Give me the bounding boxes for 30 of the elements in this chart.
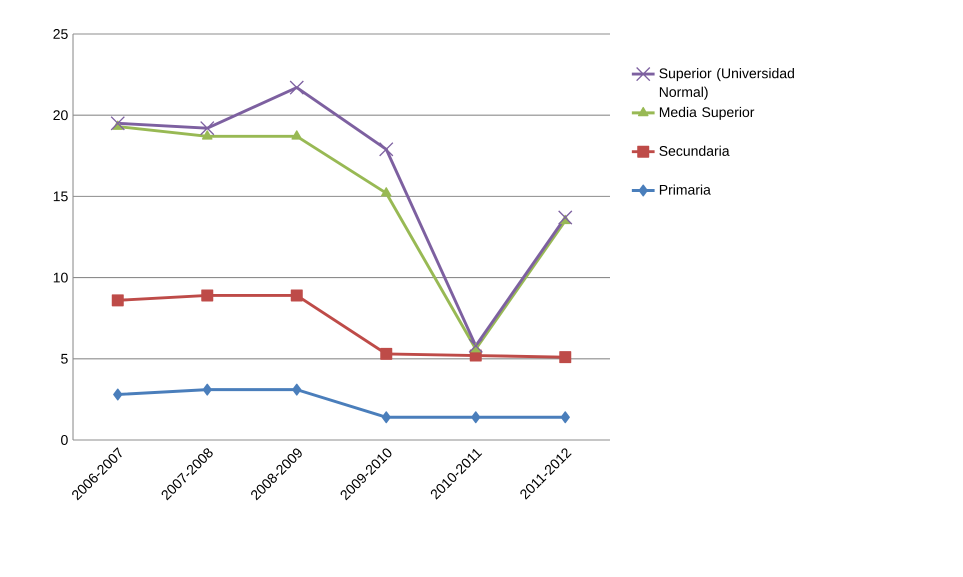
point [291,130,302,140]
point [471,411,480,424]
point [201,289,214,302]
point [113,388,122,401]
legend-label: Secundaria [659,146,730,156]
legend-label: Media Superior [660,106,754,120]
point [200,120,215,136]
legend-label: Primaria [660,184,711,195]
point [558,210,573,225]
point [559,351,572,364]
y-tick-label: 5 [61,354,68,364]
y-tick-label: 10 [54,272,68,283]
point [202,130,213,140]
y-tick-label: 15 [54,192,68,202]
point [468,338,484,354]
y-tick-label: 20 [53,110,68,120]
point [292,384,302,396]
y-tick-label: 25 [53,29,68,39]
point [290,289,303,302]
point [110,116,126,131]
point [382,411,391,424]
point [380,348,392,360]
point [112,294,124,306]
y-tick-label: 0 [61,435,68,445]
point [560,411,570,424]
legend-label: Superior (Universidad Normal) [659,68,794,100]
point [378,142,394,157]
point [202,384,212,396]
point [289,80,304,95]
point [380,187,392,196]
